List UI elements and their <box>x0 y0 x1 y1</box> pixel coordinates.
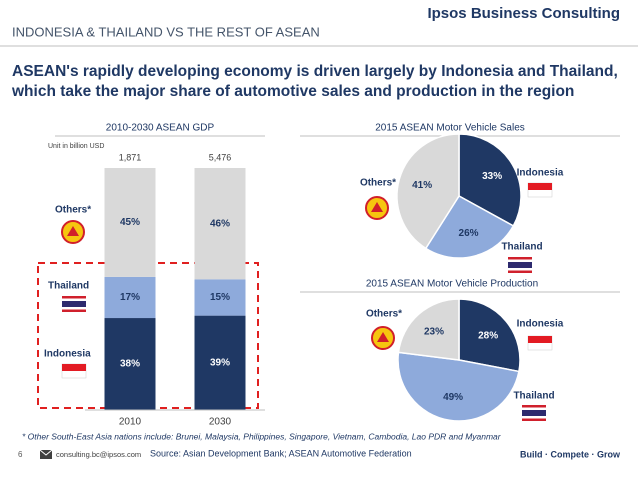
asean-emblem <box>67 226 79 236</box>
indonesia-flag <box>528 183 552 190</box>
category-label: Others* <box>366 309 402 320</box>
email: consulting.bc@ipsos.com <box>56 450 141 459</box>
value-label: 49% <box>443 392 463 403</box>
value-label: 45% <box>120 217 140 228</box>
thailand-flag <box>522 410 546 416</box>
chart-title: 2015 ASEAN Motor Vehicle Production <box>366 279 538 290</box>
value-label: 23% <box>424 326 444 337</box>
thailand-flag <box>62 296 86 299</box>
value-label: 41% <box>412 180 432 191</box>
thailand-flag <box>508 270 532 273</box>
value-label: 33% <box>482 171 502 182</box>
x-tick-label: 2030 <box>209 417 232 428</box>
thailand-flag <box>62 301 86 307</box>
pie-slice <box>458 133 522 227</box>
tagline: Build · Compete · Grow <box>520 449 621 459</box>
asean-emblem <box>377 332 389 342</box>
flags <box>61 182 553 421</box>
chart-title: 2015 ASEAN Motor Vehicle Sales <box>375 123 525 134</box>
bar-segment <box>104 276 156 319</box>
series-label: Thailand <box>48 281 89 292</box>
asean-emblem <box>371 202 383 212</box>
thailand-flag <box>522 416 546 419</box>
brand: Ipsos Business Consulting <box>427 5 620 22</box>
pie-slice <box>396 133 460 250</box>
value-label: 17% <box>120 292 140 303</box>
category-label: Indonesia <box>517 168 564 179</box>
thailand-flag <box>522 405 546 408</box>
bar-segment <box>194 168 246 280</box>
category-label: Thailand <box>501 242 542 253</box>
pie-slice <box>458 298 521 373</box>
value-label: 39% <box>210 357 230 368</box>
value-label: 46% <box>210 218 230 229</box>
category-label: Others* <box>360 178 396 189</box>
thailand-flag <box>508 262 532 268</box>
thailand-flag <box>508 268 532 271</box>
indonesia-flag <box>528 336 552 343</box>
footnote: * Other South-East Asia nations include:… <box>22 431 502 441</box>
bar-segment <box>194 315 246 410</box>
source: Source: Asian Development Bank; ASEAN Au… <box>150 448 412 458</box>
category-label: Indonesia <box>517 319 564 330</box>
thailand-flag <box>62 298 86 301</box>
thailand-flag <box>62 309 86 312</box>
thailand-flag <box>62 307 86 310</box>
headline: which take the major share of automotive… <box>11 83 574 100</box>
pie-slice <box>397 298 460 361</box>
email-icon <box>39 449 53 456</box>
chart-title: 2010-2030 ASEAN GDP <box>106 123 215 134</box>
total-label: 5,476 <box>209 152 232 162</box>
thailand-flag <box>508 257 532 260</box>
x-tick-label: 2010 <box>119 417 142 428</box>
total-label: 1,871 <box>119 152 142 162</box>
value-label: 38% <box>120 359 140 370</box>
bar-segment <box>104 318 156 410</box>
value-label: 15% <box>210 292 230 303</box>
series-label: Indonesia <box>44 349 91 360</box>
page-number: 6 <box>18 450 23 459</box>
pie-slice <box>424 195 515 259</box>
bar-segment <box>104 168 156 277</box>
value-label: 26% <box>459 228 479 239</box>
headline: ASEAN's rapidly developing economy is dr… <box>12 63 618 80</box>
thailand-flag <box>508 259 532 262</box>
unit-note: Unit in billion USD <box>48 143 104 150</box>
indonesia-flag <box>62 364 86 371</box>
series-label: Others* <box>55 205 91 216</box>
section-title: INDONESIA & THAILAND VS THE REST OF ASEA… <box>12 24 320 39</box>
thailand-flag <box>522 418 546 421</box>
category-label: Thailand <box>513 391 554 402</box>
pie-slice <box>397 351 520 422</box>
thailand-flag <box>522 407 546 410</box>
bar-segment <box>194 279 246 316</box>
value-label: 28% <box>478 331 498 342</box>
